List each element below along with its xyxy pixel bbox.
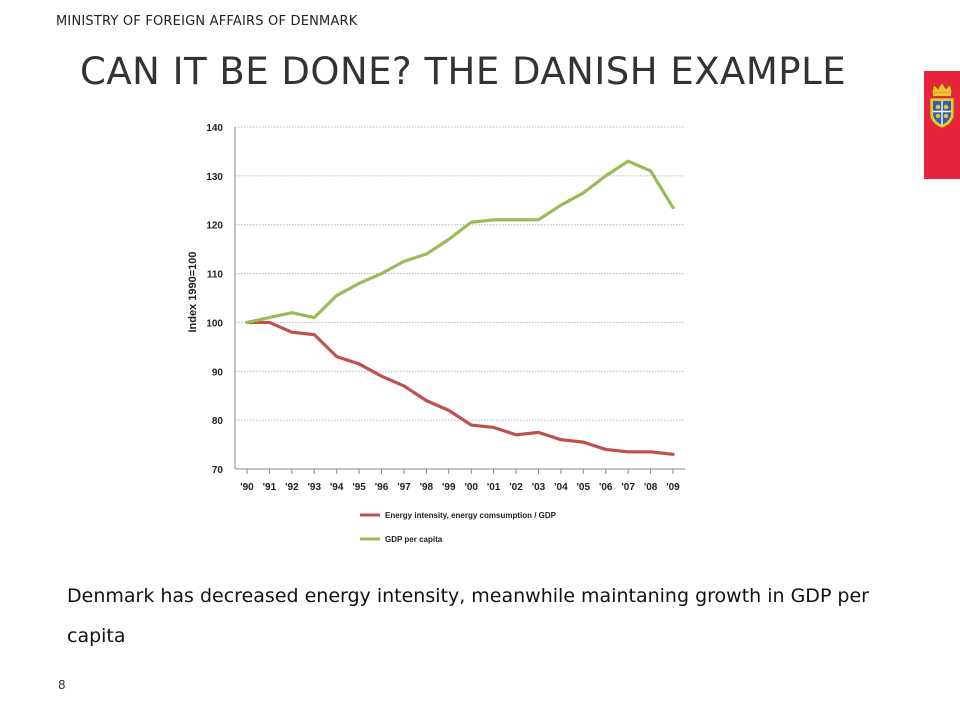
data-point (357, 362, 361, 366)
data-point (537, 431, 540, 434)
data-point (582, 191, 585, 195)
data-point (313, 316, 316, 319)
x-tick-label: '08 (644, 482, 658, 493)
data-point (559, 438, 563, 441)
x-tick-label: '99 (442, 482, 456, 493)
x-tick-label: '98 (420, 482, 434, 493)
x-tick-label: '02 (509, 482, 523, 493)
data-point (514, 218, 518, 222)
data-point (649, 169, 652, 173)
x-tick-label: '06 (599, 482, 613, 493)
x-tick-label: '05 (577, 482, 591, 493)
x-tick-label: '92 (285, 482, 299, 493)
data-point (582, 440, 585, 444)
data-point (290, 311, 294, 314)
data-point (447, 238, 450, 241)
data-point (425, 399, 428, 402)
data-point (268, 321, 271, 324)
data-point (380, 374, 383, 378)
slide-caption: Denmark has decreased energy intensity, … (67, 585, 869, 647)
x-tick-label: '04 (554, 482, 568, 493)
data-point (425, 252, 428, 256)
x-tick-label: '95 (352, 482, 366, 493)
data-point (335, 355, 338, 358)
x-tick-label: '07 (621, 482, 635, 493)
y-tick-label: 100 (206, 318, 223, 329)
x-tick-label: '09 (666, 482, 680, 493)
data-point (470, 221, 473, 224)
page-number: 8 (58, 678, 66, 692)
data-point (671, 206, 675, 209)
x-tick-label: '97 (397, 482, 411, 493)
data-point (492, 426, 495, 429)
series-line-1 (245, 159, 675, 325)
y-axis-label: Index 1990=100 (187, 251, 199, 332)
y-tick-label: 110 (207, 270, 224, 281)
x-tick-label: '94 (330, 482, 344, 493)
data-point (447, 409, 450, 412)
data-point (649, 450, 652, 454)
ministry-name: MINISTRY OF FOREIGN AFFAIRS OF DENMARK (56, 14, 358, 29)
data-point (626, 160, 630, 163)
data-point (380, 272, 383, 275)
y-tick-label: 120 (206, 221, 223, 232)
legend-label: Energy intensity, energy comsumption / G… (385, 511, 557, 520)
data-point (470, 423, 473, 427)
data-point (335, 294, 338, 297)
data-point (402, 384, 406, 388)
data-point (268, 316, 271, 319)
data-point (492, 218, 495, 222)
data-point (626, 450, 630, 454)
data-point (357, 282, 361, 285)
data-point (604, 448, 607, 451)
line-chart: 70 80 90 100 110 120 130 140 '90 '91 '92 '93 '94 '95… (187, 123, 685, 544)
data-point (402, 260, 406, 263)
logo-banner (924, 71, 960, 179)
data-point (514, 433, 518, 436)
slide-title: CAN IT BE DONE? THE DANISH EXAMPLE (80, 50, 847, 93)
data-point (313, 333, 316, 336)
x-tick-label: '90 (240, 482, 254, 493)
legend-label: GDP per capita (385, 535, 443, 544)
data-point (290, 331, 294, 334)
danish-coat-of-arms-icon (929, 82, 955, 129)
x-tick-label: '01 (487, 482, 501, 493)
y-tick-label: 130 (206, 172, 223, 183)
y-tick-label: 70 (212, 465, 224, 476)
x-tick-label: '93 (308, 482, 322, 493)
data-point (537, 218, 540, 222)
data-point (671, 453, 675, 456)
y-tick-label: 90 (212, 367, 224, 378)
data-point (604, 174, 607, 178)
x-tick-label: '03 (532, 482, 546, 493)
x-tick-label: '91 (263, 482, 277, 493)
data-point (245, 321, 249, 324)
x-tick-label: '00 (464, 482, 478, 493)
x-tick-label: '96 (375, 482, 389, 493)
series-line-0 (245, 320, 675, 456)
y-tick-label: 140 (206, 123, 223, 134)
data-point (559, 203, 563, 207)
y-tick-label: 80 (212, 416, 224, 427)
